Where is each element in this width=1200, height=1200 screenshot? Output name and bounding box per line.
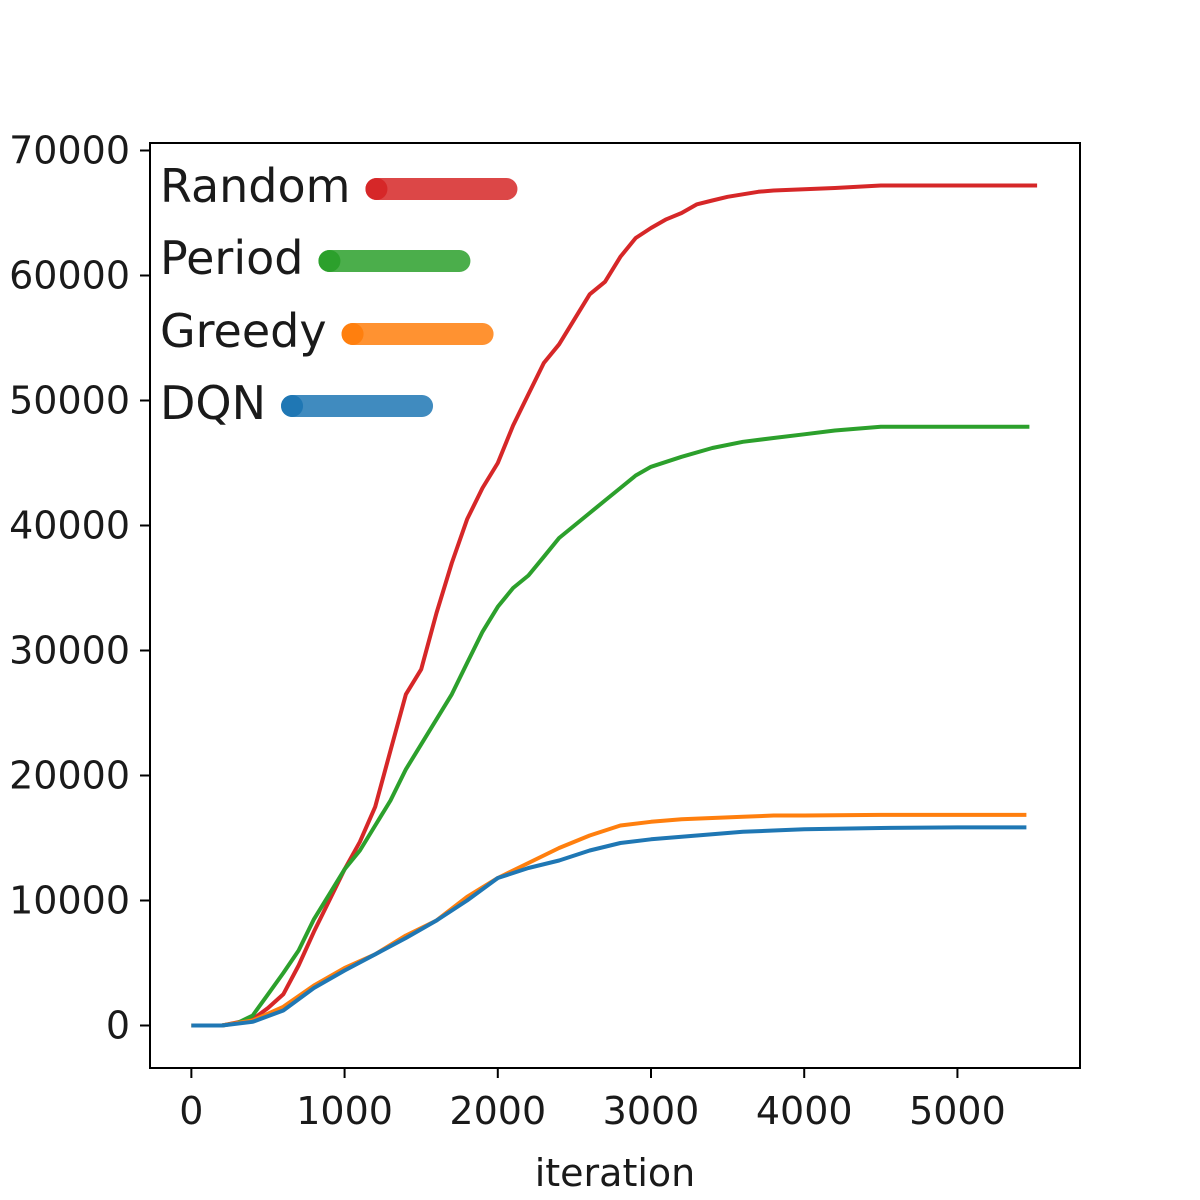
- y-tick-label: 70000: [9, 129, 130, 173]
- series-line-greedy: [191, 812, 1027, 1028]
- legend-marker-period: [318, 250, 341, 272]
- y-tick-label: 30000: [9, 629, 130, 673]
- legend-label-greedy: Greedy: [160, 304, 327, 358]
- x-tick-label: 0: [179, 1089, 203, 1133]
- legend-marker-greedy: [341, 323, 364, 345]
- series-line-random: [191, 183, 1038, 1028]
- ticks-layer: 0 1000 2000 3000 4000 50000100002000030000400…: [9, 129, 1006, 1134]
- legend-label-dqn: DQN: [160, 376, 266, 430]
- series-layer: [191, 183, 1038, 1028]
- x-tick-label: 1000: [296, 1089, 393, 1133]
- x-tick-label: 5000: [909, 1089, 1006, 1133]
- x-tick-label: 2000: [449, 1089, 546, 1133]
- y-tick-label: 60000: [9, 254, 130, 298]
- legend-marker-dqn: [281, 395, 304, 417]
- x-tick-label: 3000: [603, 1089, 700, 1133]
- legend-marker-random: [365, 178, 388, 200]
- y-tick-label: 0: [106, 1004, 130, 1048]
- legend-label-random: Random: [160, 159, 350, 213]
- y-tick-label: 10000: [9, 879, 130, 923]
- legend-label-period: Period: [160, 231, 303, 285]
- series-line-dqn: [191, 825, 1027, 1028]
- plot-frame: [149, 142, 1081, 1069]
- x-axis-label: iteration: [535, 1151, 696, 1195]
- legend: Random Period Greedy DQN: [160, 159, 518, 430]
- x-tick-label: 4000: [756, 1089, 853, 1133]
- y-tick-label: 40000: [9, 504, 130, 548]
- y-tick-label: 50000: [9, 379, 130, 423]
- y-tick-label: 20000: [9, 754, 130, 798]
- series-line-period: [191, 424, 1030, 1028]
